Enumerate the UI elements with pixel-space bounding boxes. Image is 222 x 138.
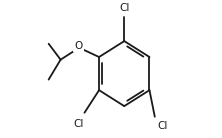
Text: O: O	[74, 41, 83, 51]
Text: Cl: Cl	[73, 119, 84, 129]
Text: Cl: Cl	[157, 121, 167, 131]
Text: Cl: Cl	[119, 3, 129, 13]
